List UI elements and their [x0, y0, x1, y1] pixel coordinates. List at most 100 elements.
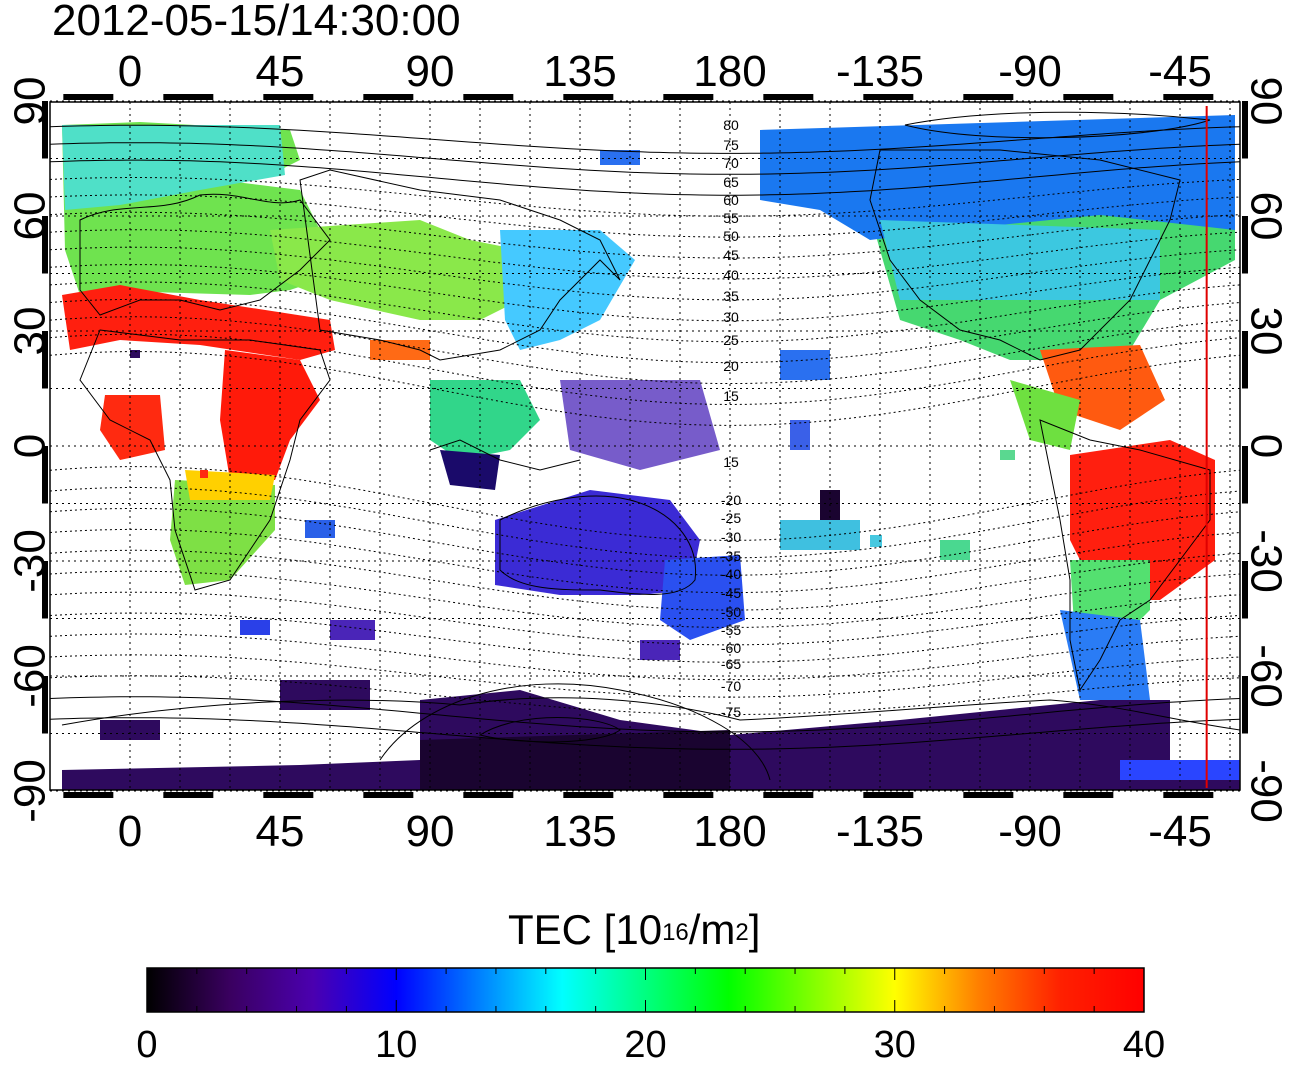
frame-tick-right [1242, 216, 1248, 274]
left-lat-tick: -90 [6, 759, 55, 823]
bottom-lon-tick: 90 [406, 807, 455, 856]
left-lat-tick: -60 [6, 644, 55, 708]
bottom-lon-tick: 0 [118, 807, 142, 856]
mlat-label: 20 [723, 358, 739, 374]
frame-tick-top [763, 94, 814, 100]
mlat-contour [50, 246, 1240, 301]
frame-tick-bottom [1063, 792, 1114, 798]
mlat-label: 15 [723, 454, 739, 470]
mlat-contour [50, 229, 1240, 280]
mlat-label: 70 [723, 155, 739, 171]
mlat-contour [50, 633, 1240, 681]
left-lat-tick: 0 [6, 434, 55, 458]
bottom-lon-tick: -90 [998, 807, 1062, 856]
mlat-label: 80 [723, 117, 739, 133]
tec-patagonia [1060, 610, 1150, 700]
frame-tick-bottom [563, 792, 614, 798]
mlat-label: 35 [723, 288, 739, 304]
map-title: 2012-05-15/14:30:00 [52, 0, 461, 45]
top-lon-tick: 0 [118, 47, 142, 96]
tec-north-america-top [760, 115, 1235, 240]
top-lon-tick: -135 [836, 47, 924, 96]
mlat-label: 15 [723, 388, 739, 404]
colorbar-tick-label: 10 [375, 1024, 418, 1066]
left-lat-tick: 90 [6, 77, 55, 126]
mlat-label: -55 [721, 622, 741, 638]
bottom-lon-tick: -135 [836, 807, 924, 856]
tec-indochina [430, 380, 540, 460]
tec-antarctica-dark [420, 730, 730, 790]
mlat-label: 40 [723, 267, 739, 283]
top-lon-tick: 90 [406, 47, 455, 96]
frame-tick-left [42, 216, 48, 274]
frame-tick-bottom [163, 792, 214, 798]
mlat-label: -65 [721, 656, 741, 672]
mlat-label: -30 [721, 529, 741, 545]
grid-lines [50, 100, 1240, 792]
frame-tick-bottom [463, 792, 514, 798]
tec-europe-north [62, 125, 285, 210]
mlat-contour [50, 333, 1240, 406]
right-lat-tick: 0 [1242, 434, 1291, 458]
mlat-label: 50 [723, 228, 739, 244]
frame-tick-left [42, 676, 48, 734]
mlat-contour [50, 675, 1240, 715]
top-lon-tick: -45 [1148, 47, 1212, 96]
left-lat-tick: -30 [6, 529, 55, 593]
bottom-lon-tick: 180 [693, 807, 766, 856]
frame-tick-top [263, 94, 314, 100]
top-lon-tick: 180 [693, 47, 766, 96]
tec-asia-east [500, 230, 635, 350]
mlat-label: 30 [723, 309, 739, 325]
mlat-label: -25 [721, 510, 741, 526]
tec-north-america-mid [880, 220, 1160, 300]
mlat-label: -70 [721, 678, 741, 694]
right-lat-tick: 60 [1242, 192, 1291, 241]
left-lat-tick: 60 [6, 192, 55, 241]
frame-tick-top [563, 94, 614, 100]
top-lon-tick: -90 [998, 47, 1062, 96]
bottom-lon-tick: 45 [256, 807, 305, 856]
frame-tick-top [863, 94, 914, 100]
mlat-label: -60 [721, 640, 741, 656]
mlat-label: -35 [721, 548, 741, 564]
frame-tick-right [1242, 446, 1248, 504]
right-lat-tick: 90 [1242, 77, 1291, 126]
mlat-contour [50, 159, 1240, 196]
frame-tick-bottom [963, 792, 1014, 798]
mlat-label: -45 [721, 585, 741, 601]
mlat-contour [50, 654, 1240, 698]
mlat-contour [50, 194, 1240, 238]
frame-tick-top [963, 94, 1014, 100]
frame-ticks [42, 94, 1248, 798]
axis-labels: 0 45 90 135 180 -135 -90 -450 45 90 135 180 -135 -90-… [6, 47, 1291, 856]
colorbar-tick-label: 30 [873, 1024, 916, 1066]
frame-tick-top [1063, 94, 1114, 100]
frame-tick-right [1242, 561, 1248, 619]
right-lat-tick: -90 [1242, 759, 1291, 823]
frame-tick-left [42, 561, 48, 619]
colorbar-minor-ticks [146, 968, 1145, 1012]
frame-tick-right [1242, 101, 1248, 159]
frame-tick-top [363, 94, 414, 100]
right-lat-tick: 30 [1242, 307, 1291, 356]
tec-central-america [1010, 380, 1080, 450]
mlat-label: -40 [721, 566, 741, 582]
frame-tick-left [42, 331, 48, 389]
mlat-contour [50, 264, 1240, 322]
frame-tick-bottom [763, 792, 814, 798]
top-lon-tick: 135 [543, 47, 616, 96]
mlat-contour [50, 487, 1240, 559]
colorbar-tick-label: 40 [1122, 1024, 1166, 1066]
tec-australia [495, 490, 700, 595]
mlat-label: -50 [721, 604, 741, 620]
right-lat-tick: -60 [1242, 644, 1291, 708]
mlat-contour [50, 142, 1240, 175]
mlat-contour [50, 466, 1240, 541]
frame-tick-top [1163, 94, 1214, 100]
colorbar-tick-label: 0 [136, 1024, 158, 1066]
magnetic-latitude-contours [50, 124, 1240, 750]
magnetic-latitude-labels: 80 75 70 65 60 55 50 45 40 35 30 25 20 15 15 -20 -25 -30 -… [721, 117, 741, 720]
bottom-lon-tick: 135 [543, 807, 616, 856]
